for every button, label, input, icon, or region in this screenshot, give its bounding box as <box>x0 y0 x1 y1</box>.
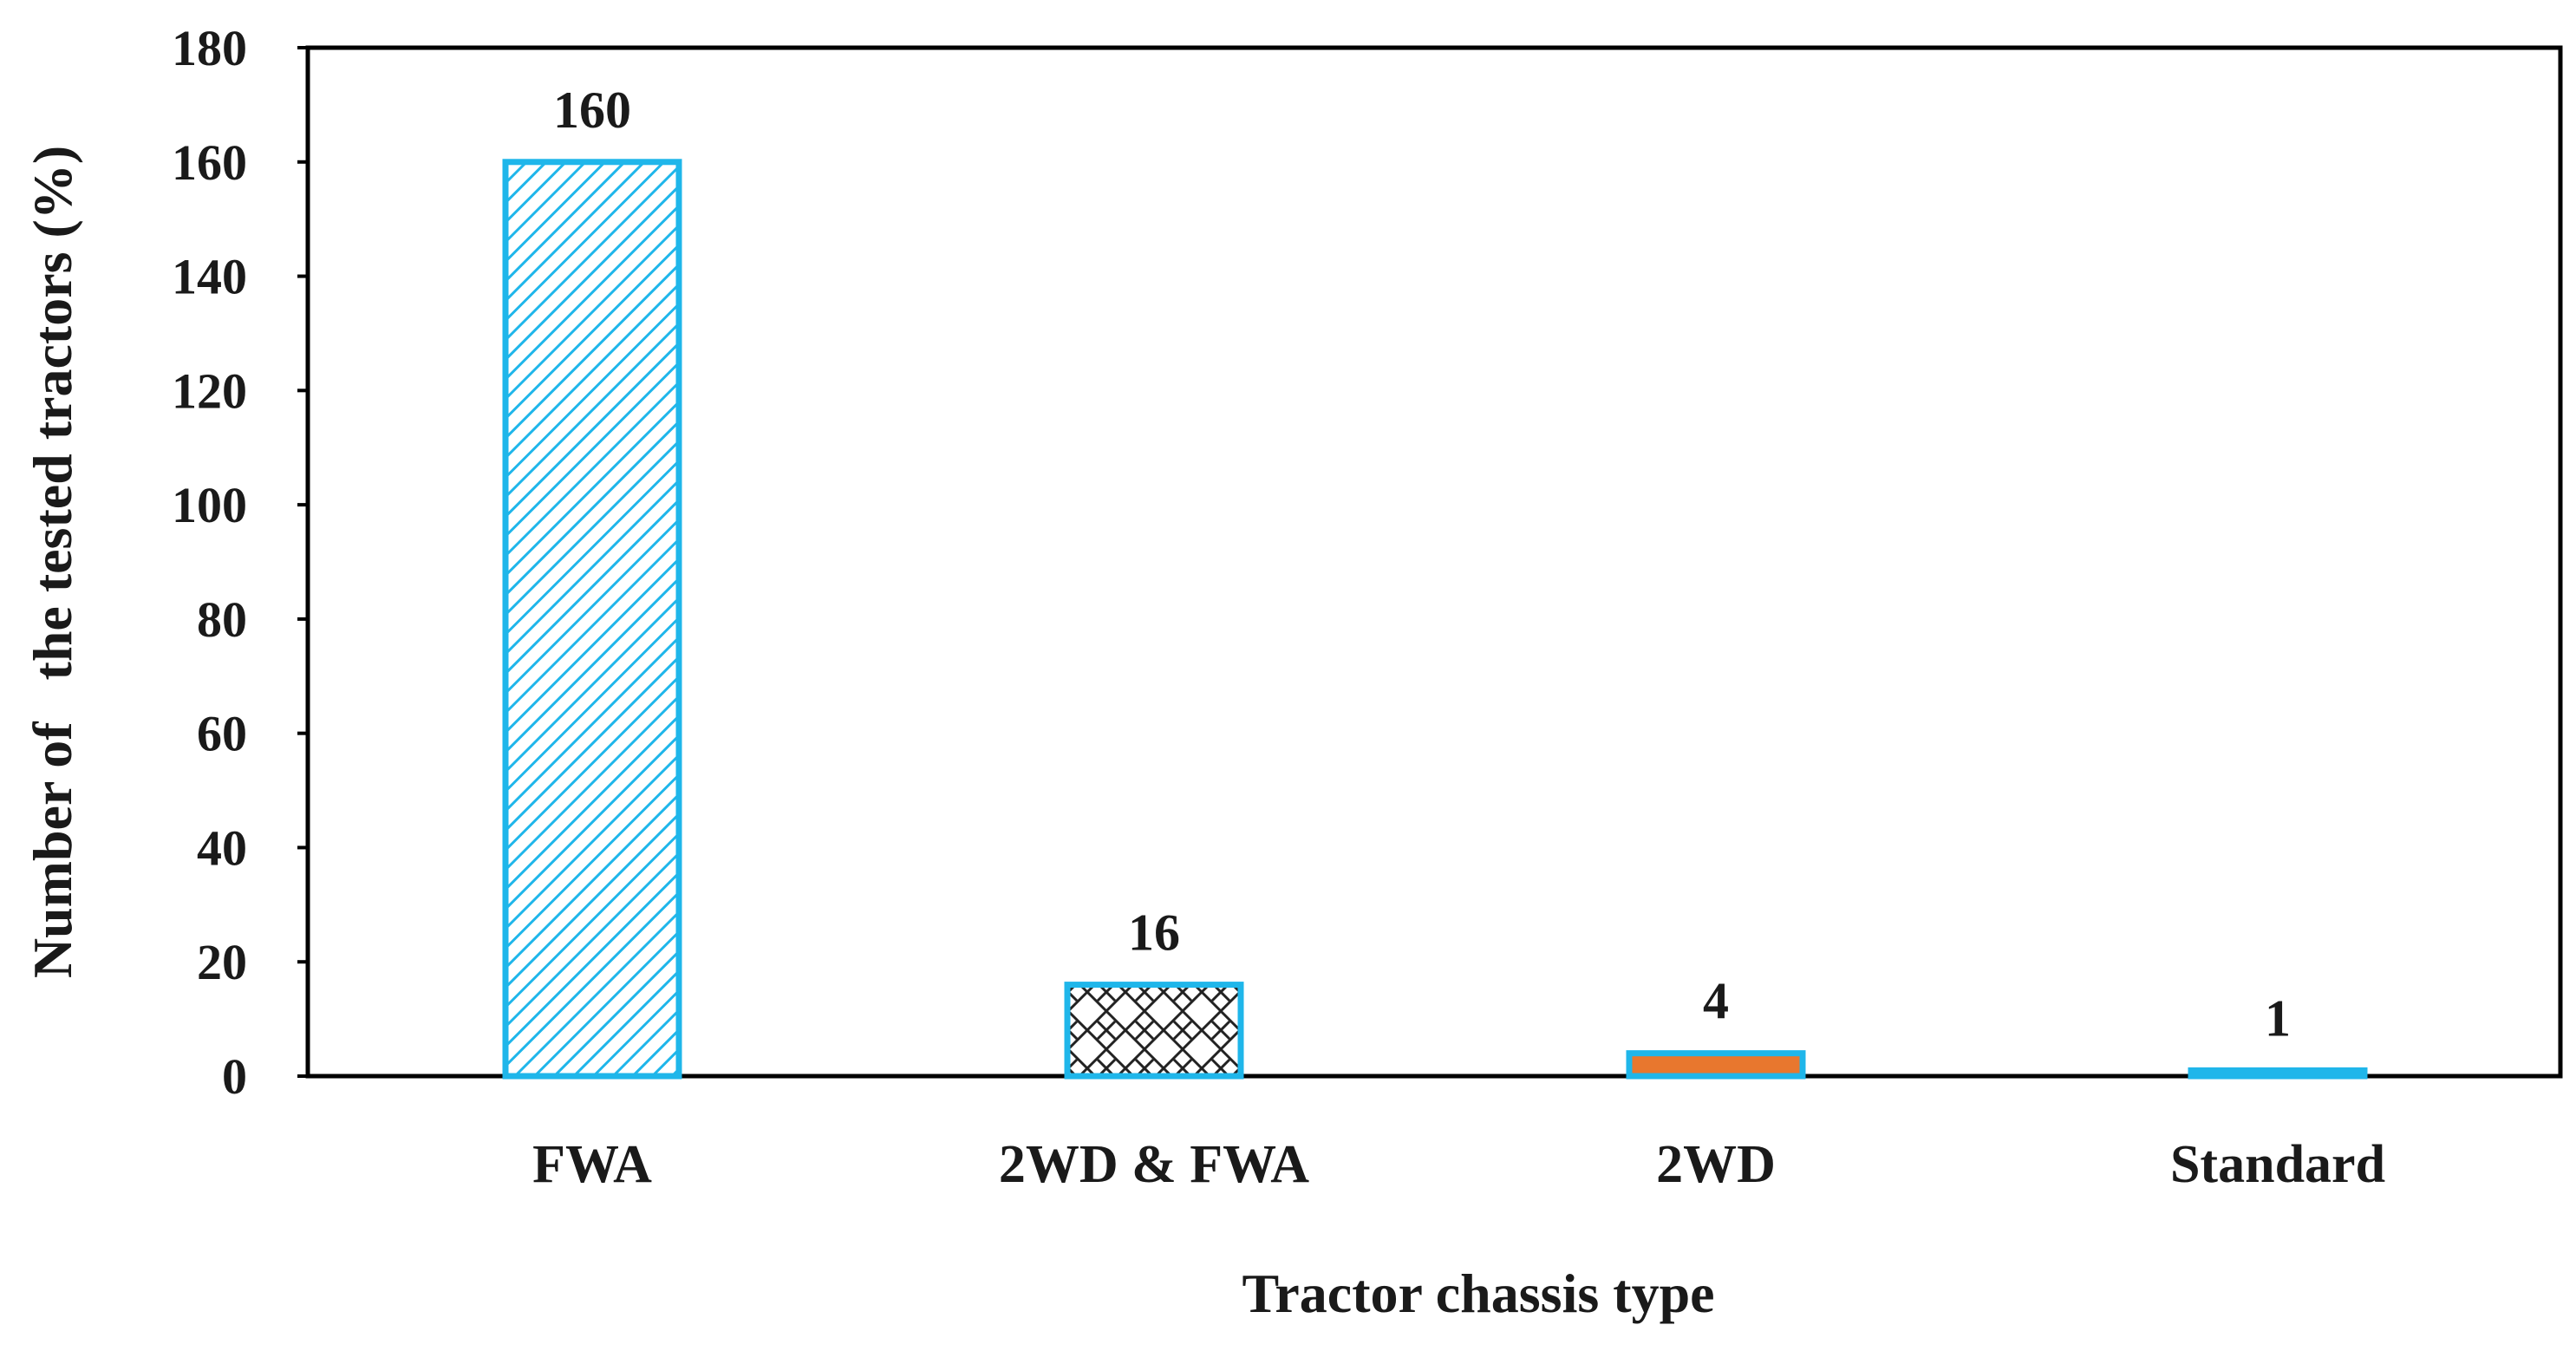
bar-fwa <box>502 159 682 1080</box>
bars-group <box>502 159 2368 1080</box>
x-axis-ticks: FWA 2WD & FWA 2WD Standard <box>532 1135 2385 1194</box>
y-tick-label: 180 <box>172 20 247 76</box>
y-tick-label: 140 <box>172 249 247 305</box>
y-tick-label: 120 <box>172 362 247 419</box>
x-tick-label: 2WD & FWA <box>999 1135 1309 1194</box>
data-label: 16 <box>1128 904 1180 962</box>
y-axis-title: Number of the tested tractors (%) <box>22 146 83 978</box>
x-tick-label: FWA <box>532 1135 652 1194</box>
data-label: 1 <box>2265 989 2291 1047</box>
y-tick-label: 0 <box>222 1048 247 1105</box>
data-label: 160 <box>553 82 631 139</box>
x-tick-label: 2WD <box>1656 1135 1776 1194</box>
data-label: 4 <box>1703 973 1729 1030</box>
bar-standard <box>2188 1067 2368 1080</box>
y-tick-label: 160 <box>172 134 247 191</box>
bar-2wd <box>1626 1050 1806 1080</box>
x-tick-label: Standard <box>2170 1135 2385 1194</box>
y-tick-label: 80 <box>197 591 247 648</box>
y-tick-label: 40 <box>197 819 247 876</box>
bar-2wd-fwa <box>1064 982 1244 1080</box>
y-tick-label: 20 <box>197 934 247 990</box>
y-tick-label: 100 <box>172 477 247 533</box>
x-axis-title: Tractor chassis type <box>1242 1263 1714 1324</box>
plot-frame <box>305 45 2563 1079</box>
data-labels-group: 160 16 4 1 <box>553 82 2291 1048</box>
y-axis-ticks: 0 20 40 60 80 100 120 140 160 180 <box>172 20 308 1105</box>
y-tick-label: 60 <box>197 706 247 762</box>
